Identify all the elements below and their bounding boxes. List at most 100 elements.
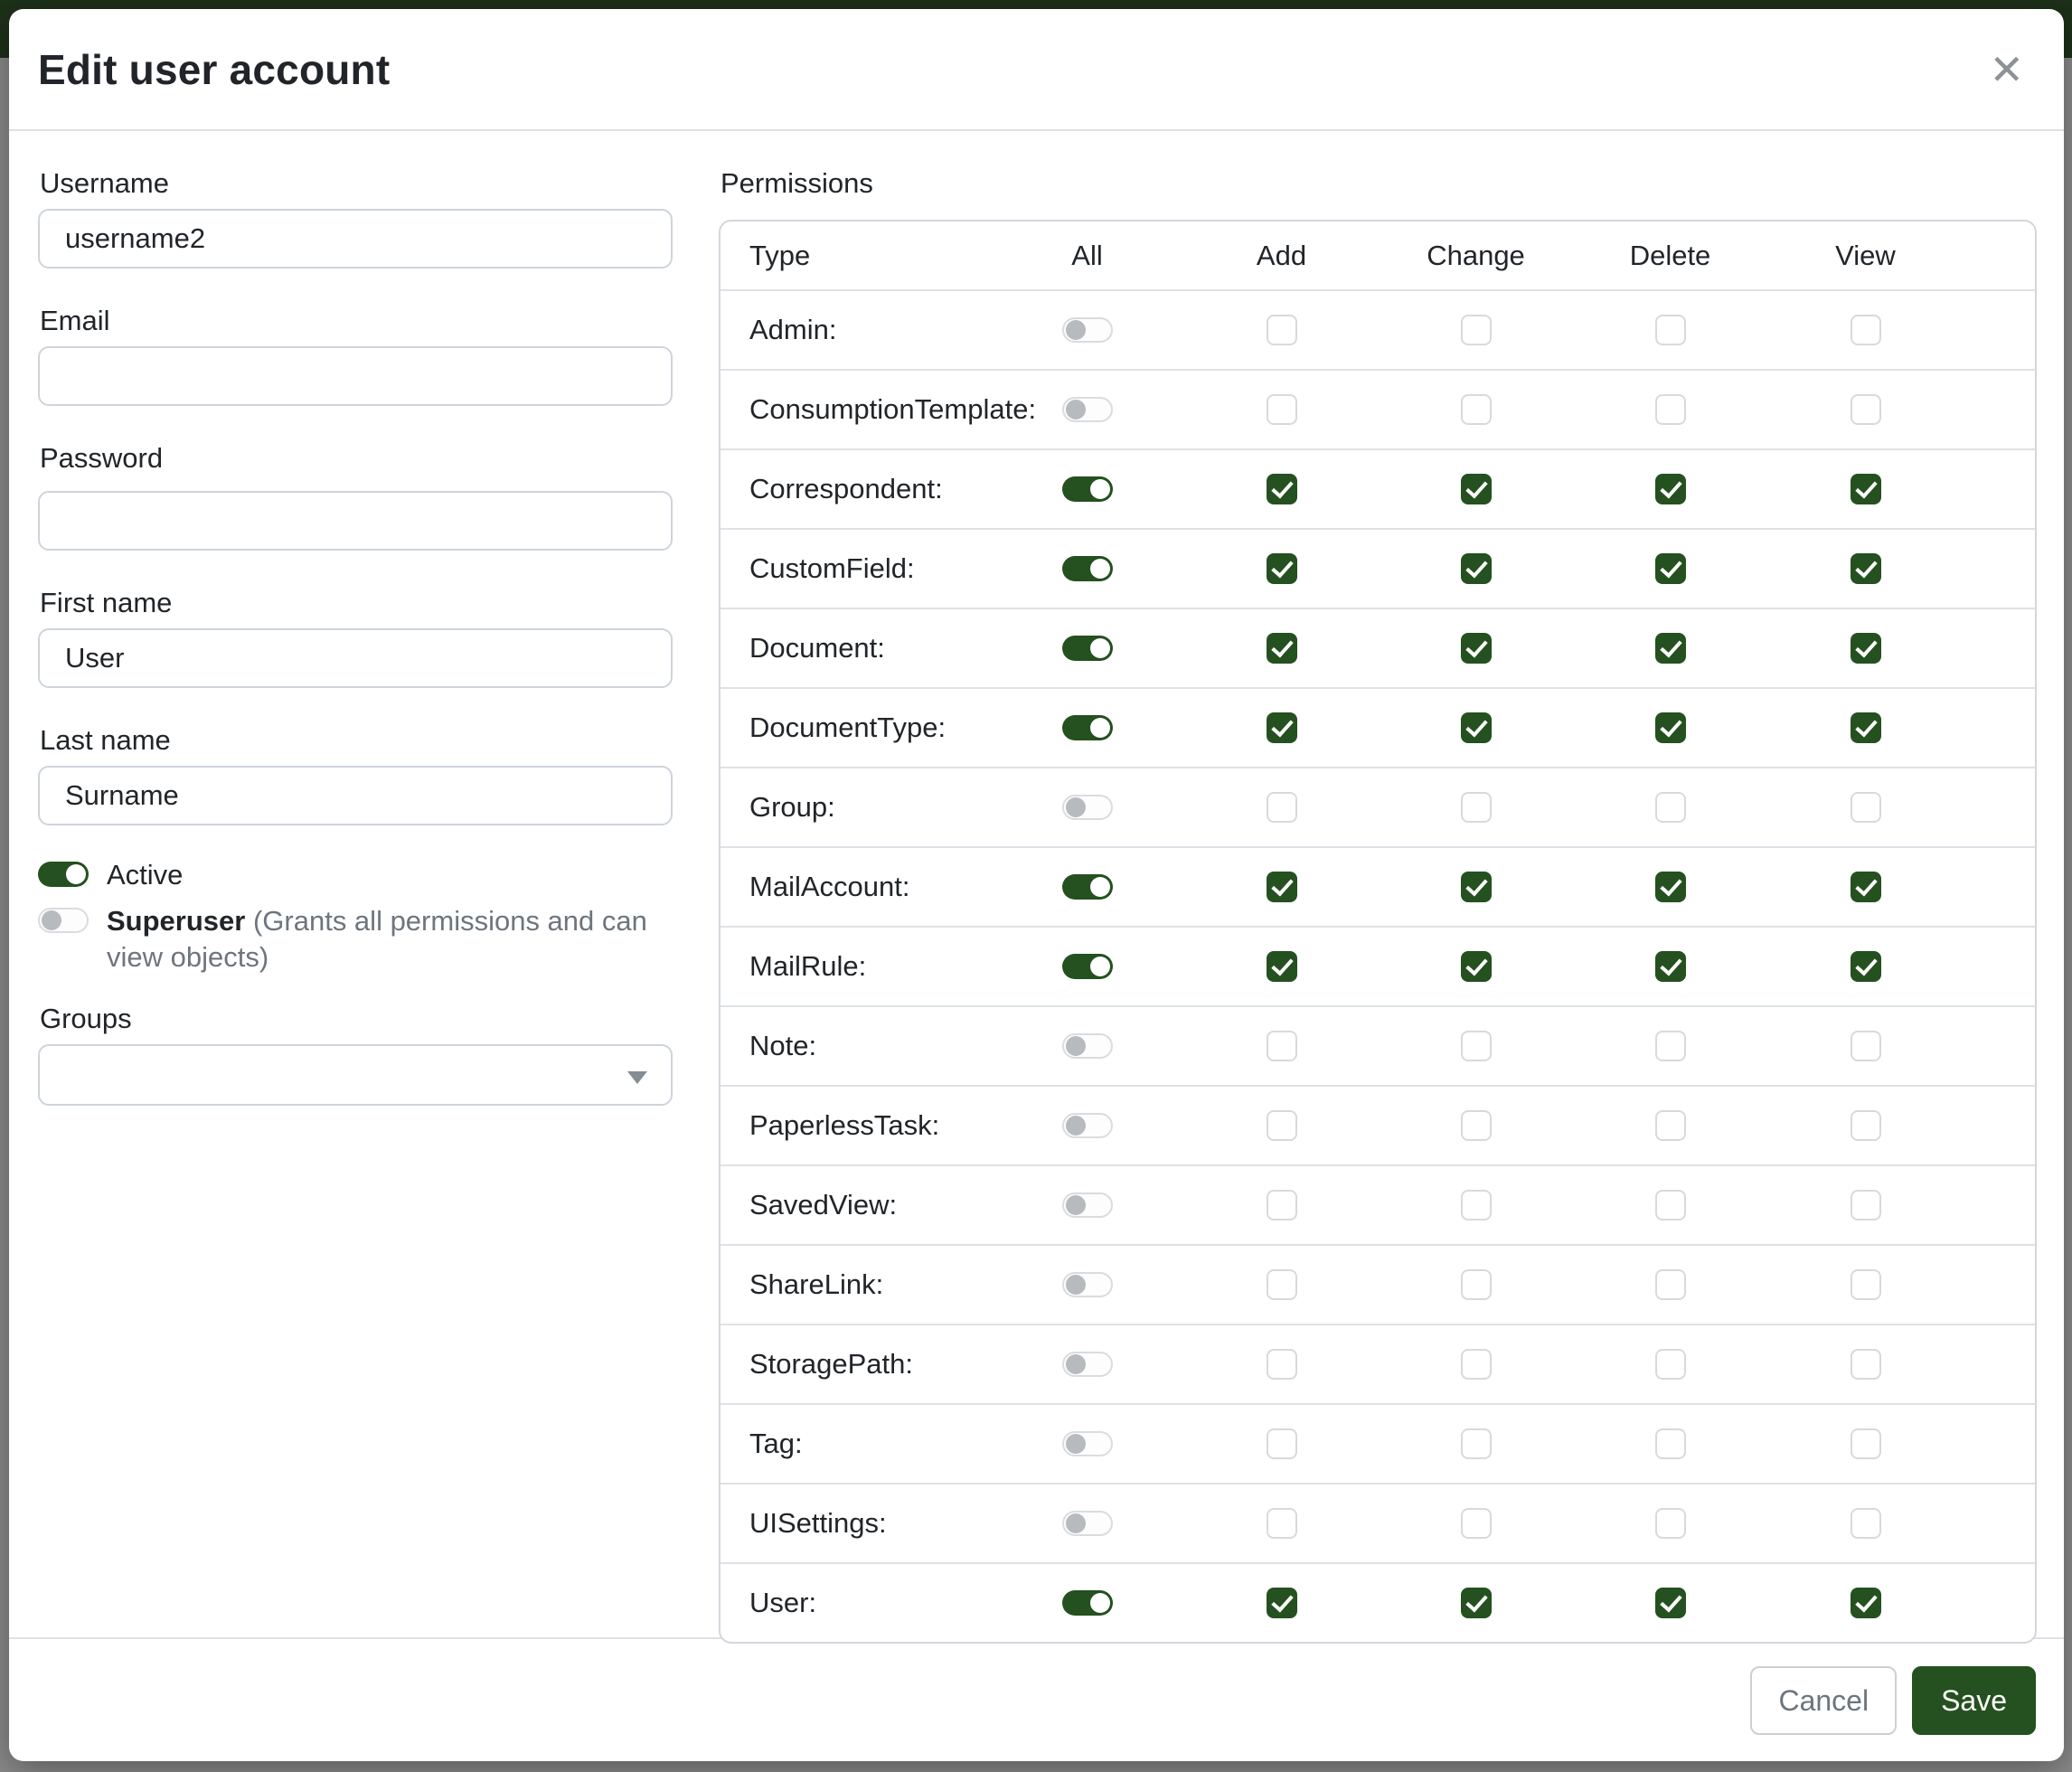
all-toggle[interactable] xyxy=(1061,874,1113,900)
delete-checkbox[interactable] xyxy=(1654,394,1686,425)
delete-checkbox[interactable] xyxy=(1654,553,1686,584)
all-toggle[interactable] xyxy=(1061,1352,1113,1377)
username-input[interactable] xyxy=(38,209,673,269)
all-toggle[interactable] xyxy=(1061,556,1113,581)
view-checkbox[interactable] xyxy=(1850,1508,1881,1539)
view-checkbox[interactable] xyxy=(1850,792,1881,823)
add-checkbox[interactable] xyxy=(1266,1428,1297,1459)
view-checkbox[interactable] xyxy=(1850,872,1881,902)
add-checkbox[interactable] xyxy=(1266,1508,1297,1539)
all-toggle[interactable] xyxy=(1061,954,1113,979)
first-name-input[interactable] xyxy=(38,628,673,688)
save-button[interactable]: Save xyxy=(1912,1666,2036,1735)
all-toggle[interactable] xyxy=(1061,1272,1113,1297)
delete-checkbox[interactable] xyxy=(1654,792,1686,823)
all-toggle[interactable] xyxy=(1061,715,1113,740)
view-checkbox[interactable] xyxy=(1850,1588,1881,1618)
change-checkbox[interactable] xyxy=(1460,1508,1492,1539)
change-checkbox[interactable] xyxy=(1460,792,1492,823)
view-checkbox[interactable] xyxy=(1850,315,1881,345)
add-checkbox[interactable] xyxy=(1266,315,1297,345)
change-checkbox[interactable] xyxy=(1460,394,1492,425)
delete-checkbox[interactable] xyxy=(1654,1269,1686,1300)
password-input[interactable] xyxy=(38,491,673,551)
cancel-button[interactable]: Cancel xyxy=(1750,1666,1898,1735)
view-checkbox[interactable] xyxy=(1850,394,1881,425)
delete-checkbox[interactable] xyxy=(1654,1349,1686,1380)
change-checkbox[interactable] xyxy=(1460,633,1492,664)
delete-checkbox[interactable] xyxy=(1654,712,1686,743)
change-checkbox[interactable] xyxy=(1460,1269,1492,1300)
last-name-label: Last name xyxy=(40,724,171,756)
delete-checkbox[interactable] xyxy=(1654,474,1686,504)
all-toggle[interactable] xyxy=(1061,476,1113,502)
groups-label: Groups xyxy=(40,1003,132,1034)
view-checkbox[interactable] xyxy=(1850,553,1881,584)
add-checkbox[interactable] xyxy=(1266,633,1297,664)
add-checkbox[interactable] xyxy=(1266,1110,1297,1141)
all-toggle[interactable] xyxy=(1061,636,1113,661)
delete-checkbox[interactable] xyxy=(1654,872,1686,902)
all-toggle[interactable] xyxy=(1061,1431,1113,1456)
add-checkbox[interactable] xyxy=(1266,1588,1297,1618)
change-checkbox[interactable] xyxy=(1460,1428,1492,1459)
delete-checkbox[interactable] xyxy=(1654,315,1686,345)
add-checkbox[interactable] xyxy=(1266,1031,1297,1061)
add-checkbox[interactable] xyxy=(1266,1349,1297,1380)
all-toggle[interactable] xyxy=(1061,1192,1113,1218)
groups-select[interactable] xyxy=(38,1044,673,1106)
active-toggle[interactable] xyxy=(38,862,89,887)
permission-type: Tag: xyxy=(749,1428,803,1459)
view-checkbox[interactable] xyxy=(1850,1110,1881,1141)
view-checkbox[interactable] xyxy=(1850,712,1881,743)
delete-checkbox[interactable] xyxy=(1654,1588,1686,1618)
all-toggle[interactable] xyxy=(1061,795,1113,820)
view-checkbox[interactable] xyxy=(1850,1428,1881,1459)
add-checkbox[interactable] xyxy=(1266,1190,1297,1221)
email-input[interactable] xyxy=(38,346,673,406)
change-checkbox[interactable] xyxy=(1460,951,1492,982)
delete-checkbox[interactable] xyxy=(1654,633,1686,664)
all-toggle[interactable] xyxy=(1061,1113,1113,1138)
delete-checkbox[interactable] xyxy=(1654,1428,1686,1459)
all-toggle[interactable] xyxy=(1061,1511,1113,1536)
add-checkbox[interactable] xyxy=(1266,951,1297,982)
view-checkbox[interactable] xyxy=(1850,474,1881,504)
superuser-toggle[interactable] xyxy=(38,908,89,933)
delete-checkbox[interactable] xyxy=(1654,1508,1686,1539)
add-checkbox[interactable] xyxy=(1266,872,1297,902)
add-checkbox[interactable] xyxy=(1266,474,1297,504)
view-checkbox[interactable] xyxy=(1850,1031,1881,1061)
close-icon[interactable]: ✕ xyxy=(1985,45,2028,94)
add-checkbox[interactable] xyxy=(1266,394,1297,425)
all-toggle[interactable] xyxy=(1061,317,1113,343)
add-checkbox[interactable] xyxy=(1266,712,1297,743)
add-checkbox[interactable] xyxy=(1266,553,1297,584)
change-checkbox[interactable] xyxy=(1460,474,1492,504)
view-checkbox[interactable] xyxy=(1850,1349,1881,1380)
add-checkbox[interactable] xyxy=(1266,1269,1297,1300)
view-checkbox[interactable] xyxy=(1850,633,1881,664)
change-checkbox[interactable] xyxy=(1460,1349,1492,1380)
change-checkbox[interactable] xyxy=(1460,1110,1492,1141)
all-toggle[interactable] xyxy=(1061,397,1113,422)
change-checkbox[interactable] xyxy=(1460,872,1492,902)
add-checkbox[interactable] xyxy=(1266,792,1297,823)
change-checkbox[interactable] xyxy=(1460,712,1492,743)
change-checkbox[interactable] xyxy=(1460,553,1492,584)
view-checkbox[interactable] xyxy=(1850,951,1881,982)
permission-type: User: xyxy=(749,1587,817,1618)
delete-checkbox[interactable] xyxy=(1654,1190,1686,1221)
all-toggle[interactable] xyxy=(1061,1033,1113,1059)
delete-checkbox[interactable] xyxy=(1654,1031,1686,1061)
delete-checkbox[interactable] xyxy=(1654,951,1686,982)
change-checkbox[interactable] xyxy=(1460,1190,1492,1221)
change-checkbox[interactable] xyxy=(1460,315,1492,345)
change-checkbox[interactable] xyxy=(1460,1588,1492,1618)
all-toggle[interactable] xyxy=(1061,1590,1113,1616)
last-name-input[interactable] xyxy=(38,766,673,825)
view-checkbox[interactable] xyxy=(1850,1190,1881,1221)
change-checkbox[interactable] xyxy=(1460,1031,1492,1061)
delete-checkbox[interactable] xyxy=(1654,1110,1686,1141)
view-checkbox[interactable] xyxy=(1850,1269,1881,1300)
